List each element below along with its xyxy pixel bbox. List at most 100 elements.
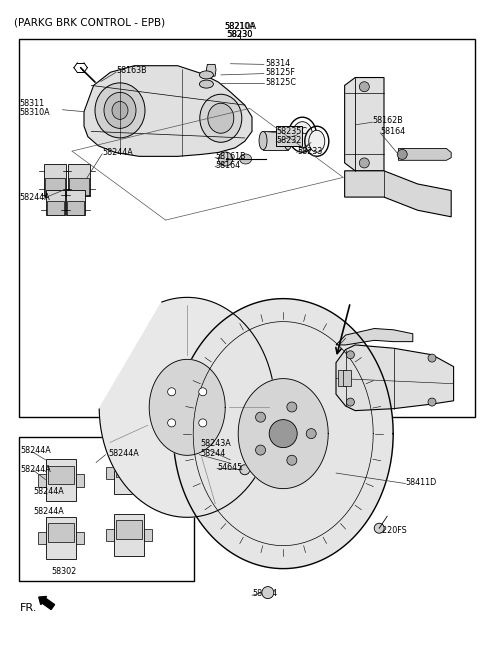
Bar [48, 524, 74, 542]
Text: 58414: 58414 [252, 589, 277, 599]
Bar [70, 179, 89, 196]
Circle shape [374, 523, 384, 533]
Circle shape [306, 428, 316, 439]
Text: 58243A: 58243A [201, 439, 231, 448]
Polygon shape [345, 171, 451, 217]
Polygon shape [345, 78, 384, 171]
Bar [46, 190, 65, 215]
Text: 58230: 58230 [228, 30, 252, 39]
Circle shape [218, 152, 233, 166]
Polygon shape [99, 298, 275, 517]
Ellipse shape [259, 131, 267, 150]
Text: 58210A: 58210A [225, 22, 255, 31]
Text: 58244A: 58244A [102, 148, 133, 157]
Text: 58210A: 58210A [224, 22, 256, 31]
Text: (PARKG BRK CONTROL - EPB): (PARKG BRK CONTROL - EPB) [14, 17, 166, 28]
Circle shape [199, 388, 207, 396]
Text: 1220FS: 1220FS [377, 526, 407, 535]
Bar [144, 529, 152, 541]
Text: 58164: 58164 [216, 161, 240, 170]
Text: 58125F: 58125F [265, 68, 295, 78]
Bar [38, 474, 46, 487]
Ellipse shape [200, 94, 242, 143]
Bar [116, 520, 142, 539]
Text: 58162B: 58162B [372, 116, 403, 125]
Ellipse shape [269, 428, 279, 435]
Circle shape [240, 464, 250, 475]
Text: 58302: 58302 [52, 567, 77, 576]
Text: 58244A: 58244A [19, 193, 50, 202]
Circle shape [287, 455, 297, 465]
Circle shape [255, 445, 265, 455]
Bar [114, 452, 144, 494]
Text: 54645: 54645 [217, 463, 243, 472]
Text: 58232: 58232 [276, 136, 302, 145]
Text: FR.: FR. [20, 603, 37, 614]
Circle shape [360, 81, 369, 92]
FancyArrow shape [39, 597, 55, 610]
Bar [46, 179, 65, 196]
Circle shape [262, 587, 274, 599]
Circle shape [428, 354, 436, 362]
Circle shape [199, 419, 207, 427]
Circle shape [269, 420, 297, 447]
Ellipse shape [104, 93, 136, 128]
Ellipse shape [208, 103, 234, 133]
Text: 58244A: 58244A [21, 464, 51, 474]
Bar [45, 164, 66, 196]
Polygon shape [398, 148, 451, 160]
Polygon shape [263, 131, 288, 150]
Bar [19, 437, 194, 581]
Circle shape [347, 351, 354, 359]
Bar [114, 514, 144, 556]
Text: 58125C: 58125C [265, 78, 297, 87]
Ellipse shape [309, 130, 325, 152]
Polygon shape [336, 345, 454, 411]
Bar [106, 466, 114, 480]
Ellipse shape [292, 122, 312, 148]
Polygon shape [206, 64, 216, 76]
Circle shape [428, 398, 436, 406]
Bar [343, 371, 351, 386]
Circle shape [168, 388, 176, 396]
Text: 58235C: 58235C [276, 127, 308, 136]
Bar [69, 164, 90, 196]
Text: 58164: 58164 [381, 127, 406, 136]
Circle shape [360, 158, 369, 168]
Bar [76, 532, 84, 545]
Text: 58411D: 58411D [406, 478, 437, 487]
Circle shape [168, 419, 176, 427]
Circle shape [255, 412, 265, 422]
Bar [66, 190, 85, 215]
Text: 58233: 58233 [298, 147, 323, 156]
Bar [19, 39, 475, 417]
Text: 1351AA: 1351AA [268, 437, 299, 446]
Text: 58244A: 58244A [21, 445, 51, 455]
Polygon shape [238, 378, 328, 489]
Text: 58311: 58311 [19, 99, 44, 108]
Polygon shape [336, 328, 413, 345]
Text: 58244A: 58244A [34, 507, 64, 516]
Polygon shape [276, 126, 302, 146]
Circle shape [397, 149, 407, 160]
Bar [38, 532, 46, 545]
Bar [48, 466, 74, 484]
Bar [46, 459, 76, 501]
Text: 58244A: 58244A [108, 449, 139, 458]
Polygon shape [173, 299, 393, 568]
Text: 58163B: 58163B [116, 66, 147, 76]
Text: 58314: 58314 [265, 59, 290, 68]
Circle shape [287, 402, 297, 412]
Ellipse shape [284, 131, 292, 150]
Bar [338, 371, 347, 386]
Bar [116, 459, 142, 477]
Ellipse shape [240, 154, 252, 164]
Ellipse shape [95, 83, 145, 138]
Text: 58230: 58230 [227, 30, 253, 39]
Text: 58161B: 58161B [216, 152, 246, 161]
Text: 58244A: 58244A [34, 487, 64, 496]
Text: 58310A: 58310A [19, 108, 50, 117]
Polygon shape [149, 359, 225, 455]
Text: 58244: 58244 [201, 449, 226, 458]
Ellipse shape [199, 71, 214, 79]
